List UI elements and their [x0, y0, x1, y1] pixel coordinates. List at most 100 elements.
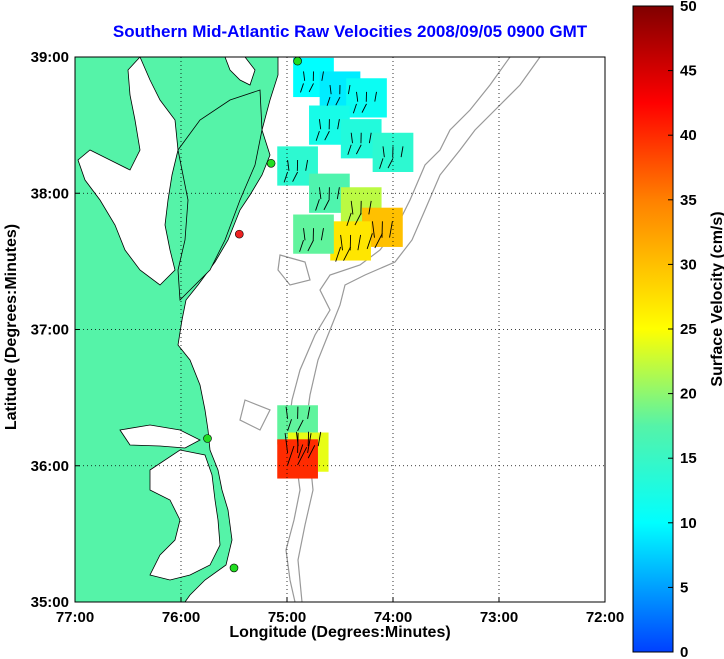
velocity-vector	[287, 419, 292, 432]
x-tick-label: 75:00	[268, 609, 306, 626]
colorbar-tick-label: 30	[680, 256, 697, 273]
velocity-vector	[320, 228, 324, 241]
x-tick-label: 76:00	[162, 609, 200, 626]
x-tick-label: 77:00	[56, 609, 94, 626]
velocity-vector	[287, 445, 295, 466]
velocity-vector	[368, 200, 372, 215]
velocity-vector	[356, 91, 359, 102]
bathymetry-contour	[239, 399, 271, 431]
velocity-vector	[307, 433, 312, 454]
y-tick-label: 39:00	[31, 49, 69, 66]
velocity-vector	[297, 444, 304, 459]
bathymetry-contour	[297, 57, 541, 602]
station-marker	[266, 158, 276, 168]
velocity-vector	[355, 144, 362, 155]
velocity-vector	[337, 119, 340, 130]
bathymetry-contour	[285, 57, 511, 602]
velocity-vector	[317, 431, 322, 447]
velocity-vector	[350, 200, 354, 215]
velocity-vector	[387, 158, 394, 169]
colorbar-tick-label: 10	[680, 515, 697, 532]
pamlico-sound	[149, 449, 221, 581]
velocity-vector	[318, 119, 322, 130]
velocity-vector	[321, 71, 324, 81]
velocity-vector	[287, 159, 290, 171]
velocity-vector	[307, 239, 314, 252]
velocity-vector	[303, 228, 306, 241]
colorbar-tick-label: 5	[680, 579, 688, 596]
velocity-vector	[347, 84, 351, 95]
x-tick-labels: 77:00 76:00 75:00 74:00 73:00 72:00	[56, 597, 624, 626]
y-tick-label: 38:00	[31, 185, 69, 202]
velocity-vector	[368, 132, 372, 144]
velocity-vector	[357, 234, 362, 251]
velocity-vector	[323, 199, 330, 211]
velocity-vector	[374, 233, 383, 249]
colorbar-tick-label: 20	[680, 386, 697, 403]
velocity-vector	[371, 221, 375, 238]
y-tick-label: 37:00	[31, 322, 69, 339]
velocity-vector	[292, 171, 299, 182]
velocity-vector	[303, 71, 306, 81]
station-marker	[203, 434, 212, 443]
x-tick-label: 74:00	[374, 609, 412, 626]
colorbar	[632, 5, 674, 653]
station-marker	[293, 56, 302, 66]
colorbar-tick-label: 25	[680, 321, 697, 338]
velocity-vector	[315, 130, 320, 141]
velocity-vector	[335, 96, 341, 106]
velocity-vector	[335, 246, 342, 262]
velocity-vector	[340, 234, 343, 251]
velocity-vector	[389, 221, 393, 238]
y-axis-label: Latitude (Degrees:Minutes)	[3, 223, 20, 431]
colorbar-tick-label: 35	[680, 192, 697, 209]
x-tick-label: 73:00	[480, 609, 518, 626]
map-title: Southern Mid-Atlantic Raw Velocities 200…	[112, 22, 588, 41]
velocity-vector	[350, 132, 353, 144]
colorbar-label: Surface Velocity (cm/s)	[709, 211, 724, 387]
grid-lines	[75, 57, 605, 602]
velocity-vector	[352, 103, 357, 114]
velocity-vector	[366, 233, 373, 250]
y-tick-labels: 39:00 38:00 37:00 36:00 35:00	[31, 49, 80, 611]
station-marker	[229, 563, 239, 573]
velocity-vector	[374, 91, 377, 102]
velocity-vector	[354, 212, 362, 226]
velocity-vector	[299, 239, 304, 252]
velocity-vector	[300, 83, 304, 93]
delmarva-peninsula	[177, 89, 263, 301]
velocity-vector	[324, 130, 330, 141]
velocity-vector	[285, 406, 289, 419]
colorbar-tick-label: 45	[680, 63, 697, 80]
delaware-bay	[224, 57, 256, 86]
albemarle-sound	[119, 424, 201, 449]
velocity-vector	[307, 406, 311, 419]
velocity-vector	[318, 187, 322, 200]
y-tick-label: 35:00	[31, 594, 69, 611]
velocity-vector	[400, 146, 404, 158]
x-tick-label: 72:00	[586, 609, 624, 626]
y-tick-label: 36:00	[31, 458, 69, 475]
velocity-vector	[315, 199, 320, 211]
velocity-vector	[307, 445, 316, 459]
velocity-vector	[361, 103, 367, 113]
velocity-vector	[326, 96, 331, 106]
velocity-vector	[379, 158, 384, 169]
station-marker	[235, 229, 244, 239]
velocity-vector	[347, 144, 352, 155]
velocity-vector	[329, 85, 332, 95]
colorbar-tick-label: 0	[680, 644, 688, 659]
velocity-vector	[305, 159, 309, 171]
velocity-vector	[382, 146, 385, 158]
velocity-vector	[297, 419, 304, 432]
colorbar-tick-label: 40	[680, 127, 697, 144]
velocity-vector	[308, 83, 314, 93]
velocity-vector	[297, 446, 308, 466]
colorbar-tick-label: 50	[680, 0, 697, 15]
velocity-vector	[336, 187, 340, 200]
x-axis-label: Longitude (Degrees:Minutes)	[229, 624, 451, 641]
bathymetry-contour	[277, 254, 311, 286]
colorbar-tick-label: 15	[680, 450, 697, 467]
